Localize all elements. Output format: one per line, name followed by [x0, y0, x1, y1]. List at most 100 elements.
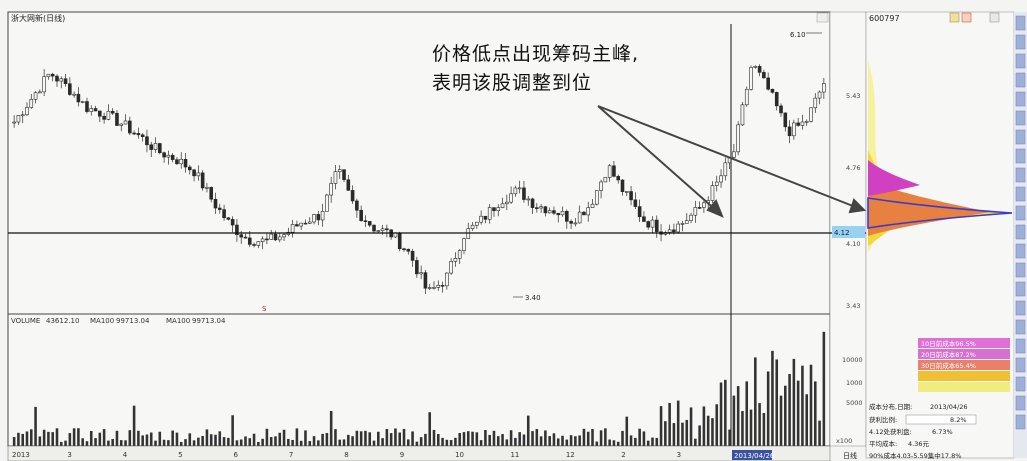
candle-body [689, 214, 693, 221]
volume-bar [779, 395, 783, 446]
candle-body [80, 101, 85, 103]
volume-bar [698, 425, 701, 446]
volume-bar [771, 350, 774, 446]
toolbar-button[interactable] [1015, 395, 1026, 411]
candle-body [680, 223, 685, 225]
candle-body [187, 166, 192, 171]
settings-icon[interactable] [961, 12, 972, 23]
toolbar-button[interactable] [1015, 224, 1026, 240]
toolbar-button[interactable] [1015, 72, 1026, 88]
volume-tick: 10000 [842, 356, 863, 364]
volume-bar [214, 434, 217, 446]
volume-bar [424, 433, 427, 446]
volume-bar [398, 432, 402, 446]
toolbar-button[interactable] [1015, 53, 1026, 69]
volume-bar [111, 439, 114, 446]
toolbar-button[interactable] [1015, 262, 1026, 278]
toolbar-button[interactable] [1015, 414, 1026, 430]
toolbar-button[interactable] [1015, 148, 1026, 164]
volume-bar [184, 439, 187, 446]
toolbar-button[interactable] [1015, 338, 1026, 354]
volume-bar [81, 438, 84, 446]
volume-bar [586, 431, 590, 446]
candle-body [402, 248, 406, 251]
candle-body [25, 107, 29, 116]
candle-body [397, 232, 402, 250]
volume-bar [34, 406, 37, 446]
arrow-head-low [706, 199, 724, 218]
candle-body [367, 221, 372, 226]
candle-body [123, 120, 128, 125]
arrow-to-low [597, 105, 719, 213]
toolbar-button[interactable] [1015, 110, 1026, 126]
candle-body [800, 121, 805, 126]
candle-body [612, 165, 616, 177]
candle-body [333, 171, 338, 184]
candle-body [530, 198, 535, 208]
maximize-icon[interactable] [816, 12, 829, 23]
toolbar-button[interactable] [1015, 376, 1026, 392]
toolbar-button[interactable] [1015, 91, 1026, 107]
volume-bar [72, 428, 76, 446]
toolbar-button[interactable] [1015, 186, 1026, 202]
volume-bar [428, 412, 431, 446]
candle-body [462, 238, 466, 251]
volume-bar [814, 381, 817, 446]
volume-bar [325, 433, 329, 446]
candle-body [12, 121, 16, 124]
volume-bar [381, 438, 384, 446]
cost-title-value: 2013/04/26 [930, 403, 967, 411]
toolbar-button[interactable] [1015, 15, 1026, 31]
volume-bar [449, 440, 453, 446]
candle-body [594, 190, 599, 205]
volume-bar [137, 430, 140, 446]
toolbar-button[interactable] [1015, 167, 1026, 183]
toolbar-button[interactable] [1015, 319, 1026, 335]
volume-bar [599, 430, 603, 446]
volume-bar [167, 440, 170, 446]
panel-icons[interactable] [949, 12, 1000, 23]
candle-body [607, 165, 612, 178]
volume-bar [479, 440, 483, 446]
candle-body [337, 169, 342, 172]
volume-bar [415, 441, 419, 446]
indicator-icon[interactable] [949, 12, 960, 23]
profit-value: 8.2% [950, 416, 967, 424]
toolbar-button[interactable] [1015, 357, 1026, 373]
candle-body [573, 222, 578, 225]
close-icon[interactable] [989, 12, 1000, 23]
candle-body [787, 126, 792, 137]
candle-body [89, 108, 94, 112]
candle-body [363, 220, 368, 222]
volume-bar [338, 439, 342, 446]
toolbar-button[interactable] [1015, 129, 1026, 145]
toolbar-button[interactable] [1015, 34, 1026, 50]
volume-bar [501, 434, 504, 446]
volume-bar [646, 440, 650, 446]
toolbar-button[interactable] [1015, 281, 1026, 297]
candle-body [290, 224, 295, 233]
candle-body [42, 76, 46, 93]
volume-bar [304, 430, 307, 446]
candle-body [303, 222, 308, 225]
candle-body [522, 187, 526, 200]
date-tick: 2 [621, 451, 625, 459]
candle-body [624, 191, 629, 193]
toolbar-buttons[interactable] [1015, 15, 1026, 430]
volume-bar [407, 439, 410, 446]
volume-bar [466, 431, 470, 446]
toolbar-button[interactable] [1015, 205, 1026, 221]
volume-bar [612, 440, 616, 446]
toolbar-button[interactable] [1015, 300, 1026, 316]
candle-body [166, 154, 171, 158]
volume-bar [312, 436, 316, 446]
volume-bar [179, 441, 183, 446]
volume-bar [282, 429, 286, 446]
volume-bar [47, 431, 50, 446]
candle-body [744, 89, 749, 106]
candle-body [325, 194, 329, 212]
volume-bar [308, 441, 312, 446]
price-tick: 4.76 [846, 164, 860, 172]
toolbar-button[interactable] [1015, 243, 1026, 259]
